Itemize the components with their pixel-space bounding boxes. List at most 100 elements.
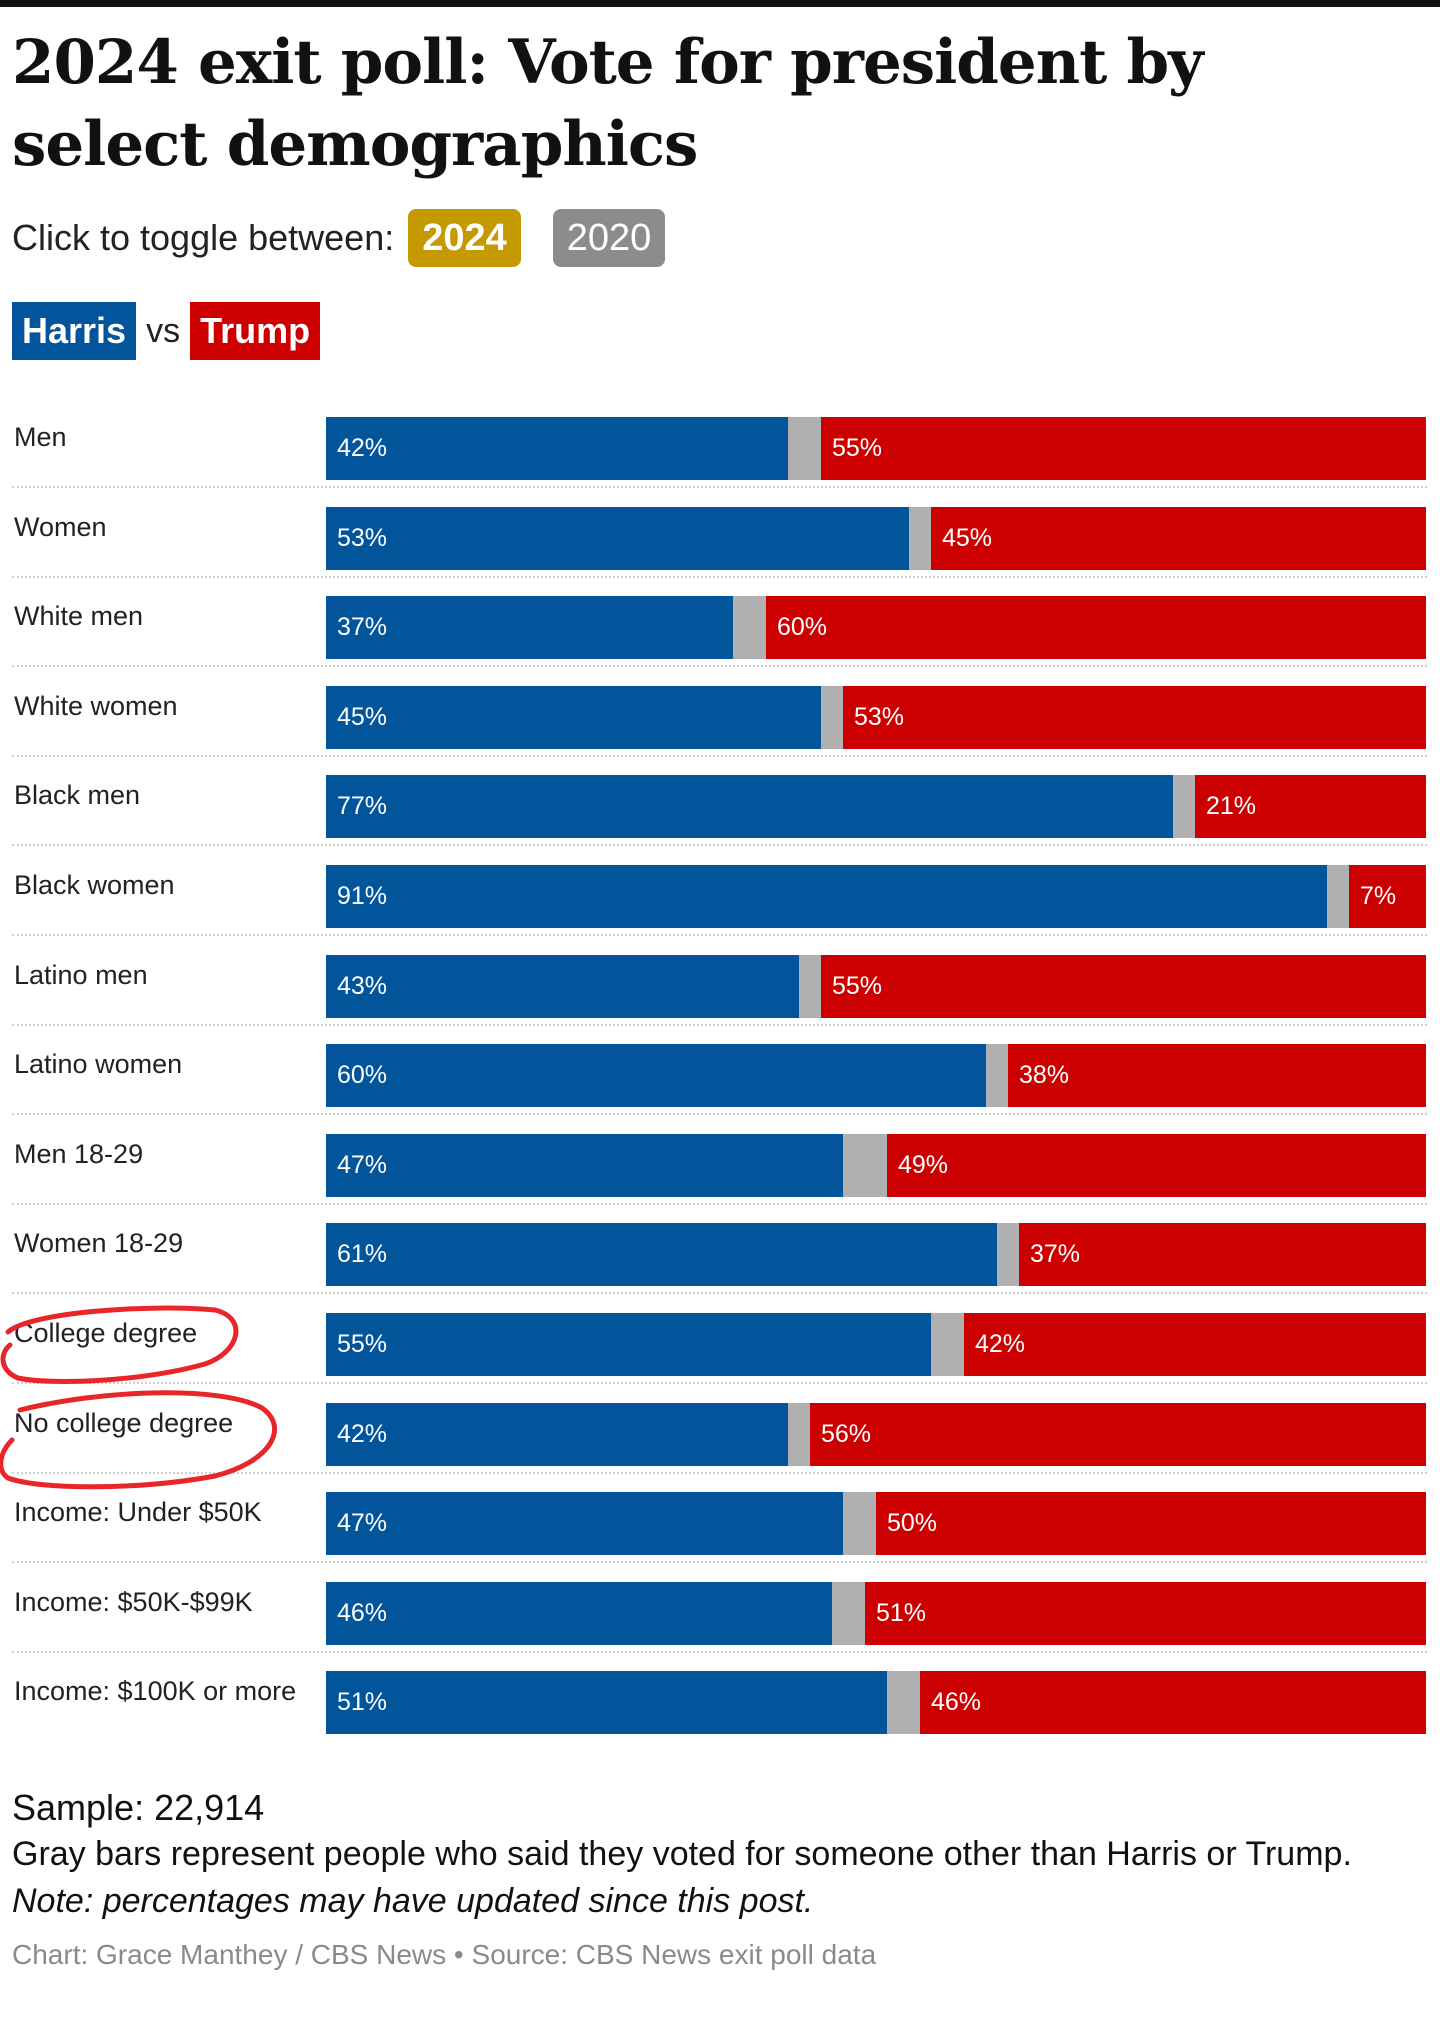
harris-bar[interactable]	[326, 865, 1327, 928]
row-label: Income: $50K-$99K	[14, 1586, 253, 1617]
other-bar[interactable]	[931, 1313, 964, 1376]
row-divider	[12, 1561, 1427, 1564]
other-bar[interactable]	[909, 506, 931, 570]
other-bar[interactable]	[986, 1044, 1008, 1108]
row-divider	[12, 844, 1427, 847]
harris-bar[interactable]	[326, 417, 788, 480]
other-bar[interactable]	[843, 1133, 887, 1197]
bar-track: 53% 45%	[326, 506, 1426, 570]
trump-value-label: 56%	[821, 1419, 872, 1448]
other-bar[interactable]	[788, 1402, 810, 1466]
other-bar[interactable]	[843, 1492, 876, 1556]
row-label: No college degree	[14, 1407, 234, 1438]
bar-row: Latino women 60% 38%	[0, 1033, 1440, 1123]
harris-bar[interactable]	[326, 685, 821, 749]
other-bar[interactable]	[1327, 865, 1349, 928]
trump-bar[interactable]	[1195, 775, 1426, 839]
other-bar[interactable]	[733, 596, 766, 660]
other-bar[interactable]	[799, 954, 821, 1018]
harris-value-label: 55%	[337, 1330, 388, 1358]
harris-value-label: 61%	[337, 1240, 388, 1269]
trump-value-label: 42%	[975, 1330, 1026, 1358]
bar-row: Income: $100K or more 51% 46%	[0, 1660, 1440, 1750]
row-label: Women 18-29	[14, 1228, 184, 1259]
harris-bar[interactable]	[326, 1492, 843, 1556]
other-bar[interactable]	[997, 1223, 1019, 1287]
bar-row: Women 53% 45%	[0, 496, 1440, 586]
trump-bar[interactable]	[920, 1671, 1426, 1735]
other-bar[interactable]	[788, 417, 821, 480]
harris-value-label: 42%	[337, 1419, 388, 1448]
bar-row: White women 45% 53%	[0, 675, 1440, 765]
harris-bar[interactable]	[326, 596, 733, 660]
bar-row: No college degree 42% 56%	[0, 1392, 1440, 1482]
harris-bar[interactable]	[326, 1313, 931, 1376]
trump-bar[interactable]	[821, 954, 1426, 1018]
trump-bar[interactable]	[821, 417, 1426, 480]
harris-bar[interactable]	[326, 1671, 887, 1735]
trump-bar[interactable]	[766, 596, 1426, 660]
row-label: White men	[14, 601, 144, 632]
harris-bar[interactable]	[326, 1223, 997, 1287]
trump-value-label: 21%	[1206, 792, 1257, 821]
harris-value-label: 47%	[337, 1150, 388, 1179]
harris-bar[interactable]	[326, 1581, 832, 1645]
harris-bar[interactable]	[326, 775, 1173, 839]
row-divider	[12, 1292, 1427, 1295]
chart-title: 2024 exit poll: Vote for president by se…	[12, 27, 1204, 180]
bar-track: 42% 56%	[326, 1402, 1426, 1466]
harris-value-label: 77%	[337, 792, 388, 821]
trump-bar[interactable]	[1008, 1044, 1426, 1108]
chart-credit: Chart: Grace Manthey / CBS News • Source…	[12, 1939, 877, 1970]
row-label: College degree	[14, 1318, 198, 1348]
trump-bar[interactable]	[1349, 865, 1426, 928]
harris-bar[interactable]	[326, 954, 799, 1018]
harris-value-label: 45%	[337, 702, 388, 731]
toggle-2024-button[interactable]: 2024	[408, 209, 521, 267]
harris-bar[interactable]	[326, 1402, 788, 1466]
bar-track: 61% 37%	[326, 1223, 1426, 1287]
trump-value-label: 38%	[1019, 1061, 1070, 1090]
bar-track: 91% 7%	[326, 865, 1426, 928]
row-divider	[12, 1382, 1427, 1384]
other-bar[interactable]	[887, 1671, 920, 1735]
bar-row: Men 18-29 47% 49%	[0, 1123, 1440, 1213]
trump-bar[interactable]	[843, 685, 1426, 749]
harris-bar[interactable]	[326, 1133, 843, 1197]
bar-row: Latino men 43% 55%	[0, 944, 1440, 1034]
bar-track: 51% 46%	[326, 1671, 1426, 1735]
other-bar[interactable]	[1173, 775, 1195, 839]
trump-bar[interactable]	[1019, 1223, 1426, 1287]
trump-value-label: 55%	[832, 971, 883, 1000]
trump-value-label: 7%	[1360, 882, 1397, 910]
trump-bar[interactable]	[865, 1581, 1426, 1645]
row-label: Income: Under $50K	[14, 1497, 262, 1528]
other-bar[interactable]	[832, 1581, 865, 1645]
row-label: Men	[14, 422, 67, 452]
harris-value-label: 51%	[337, 1688, 388, 1717]
row-divider	[12, 754, 1427, 757]
bar-row: Men 42% 55%	[0, 406, 1440, 496]
toggle-2020-button[interactable]: 2020	[552, 209, 666, 267]
harris-value-label: 42%	[337, 434, 388, 462]
sample-size: Sample: 22,914	[12, 1787, 265, 1828]
trump-bar[interactable]	[876, 1492, 1426, 1556]
bar-track: 46% 51%	[326, 1581, 1426, 1645]
row-divider	[12, 1471, 1427, 1474]
trump-bar[interactable]	[931, 506, 1426, 570]
bar-row: White men 37% 60%	[0, 585, 1440, 675]
row-divider	[12, 1650, 1427, 1653]
update-note: Note: percentages may have updated since…	[12, 1882, 814, 1920]
trump-bar[interactable]	[810, 1402, 1426, 1466]
trump-bar[interactable]	[964, 1313, 1426, 1376]
row-divider	[12, 1113, 1427, 1116]
row-divider	[12, 1023, 1427, 1026]
harris-bar[interactable]	[326, 506, 909, 570]
other-bar[interactable]	[821, 685, 843, 749]
trump-bar[interactable]	[887, 1133, 1426, 1197]
bar-row: Income: $50K-$99K 46% 51%	[0, 1571, 1440, 1661]
legend: Harris vs Trump	[12, 302, 321, 360]
harris-bar[interactable]	[326, 1044, 986, 1108]
trump-value-label: 51%	[876, 1598, 927, 1627]
harris-value-label: 37%	[337, 613, 388, 642]
